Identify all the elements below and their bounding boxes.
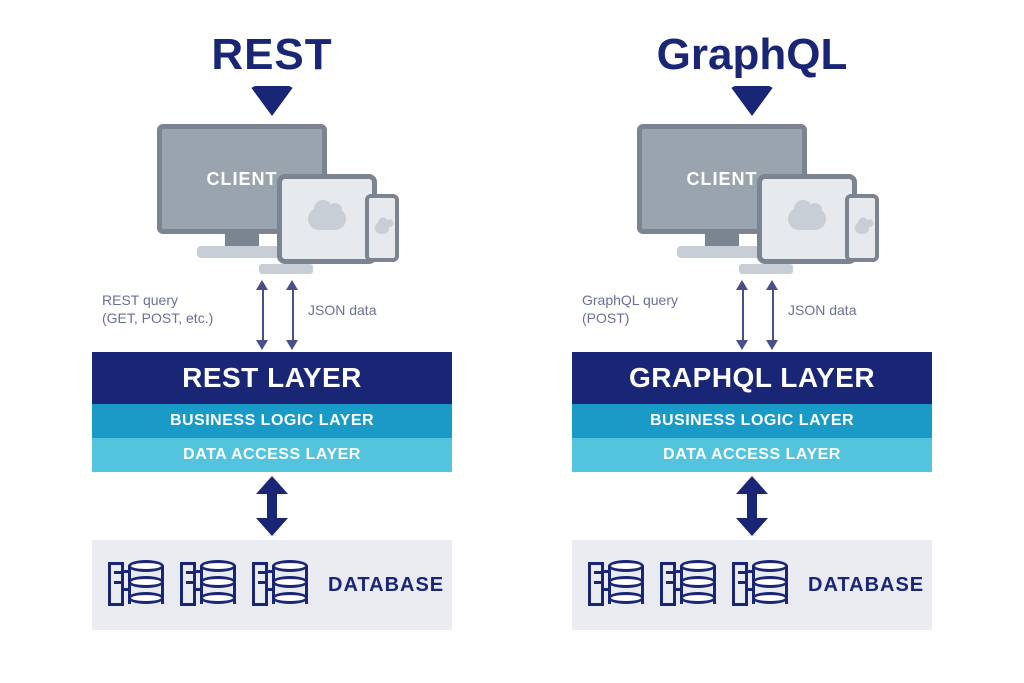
tablet-icon — [277, 174, 377, 264]
server-db-icon — [732, 558, 790, 612]
database-icons — [588, 558, 790, 612]
arrow-up-icon — [292, 288, 294, 342]
server-db-icon — [588, 558, 646, 612]
client-devices-icon: CLIENT — [147, 124, 397, 274]
database-label: DATABASE — [808, 574, 924, 597]
layer-data: DATA ACCESS LAYER — [572, 438, 932, 472]
query-label-left: GraphQL query (POST) — [582, 292, 732, 327]
cloud-icon — [308, 208, 346, 230]
layer-api: GRAPHQL LAYER — [572, 352, 932, 404]
client-label: CLIENT — [687, 169, 758, 190]
arrow-up-icon — [772, 288, 774, 342]
double-arrow-icon — [260, 478, 284, 534]
query-arrows: GraphQL query (POST) JSON data — [582, 280, 922, 350]
column-rest: REST CLIENT REST query (GET, POST, etc.)… — [92, 30, 452, 663]
database-label: DATABASE — [328, 574, 444, 597]
keyboard-icon — [259, 264, 313, 274]
column-graphql: GraphQL CLIENT GraphQL query (POST) JSON… — [572, 30, 932, 663]
database-box: DATABASE — [572, 540, 932, 630]
layer-stack: REST LAYER BUSINESS LOGIC LAYER DATA ACC… — [92, 352, 452, 472]
title-rest: REST — [211, 30, 332, 80]
double-arrow-icon — [740, 478, 764, 534]
triangle-down-icon — [250, 86, 294, 116]
server-db-icon — [108, 558, 166, 612]
query-label-left: REST query (GET, POST, etc.) — [102, 292, 252, 327]
client-label: CLIENT — [207, 169, 278, 190]
query-label-right: JSON data — [788, 302, 856, 320]
layer-business: BUSINESS LOGIC LAYER — [572, 404, 932, 438]
cloud-icon — [788, 208, 826, 230]
query-arrows: REST query (GET, POST, etc.) JSON data — [102, 280, 442, 350]
phone-icon — [365, 194, 399, 262]
tablet-icon — [757, 174, 857, 264]
cloud-icon — [855, 222, 869, 234]
title-graphql: GraphQL — [657, 30, 848, 80]
triangle-down-icon — [730, 86, 774, 116]
client-devices-icon: CLIENT — [627, 124, 877, 274]
layer-stack: GRAPHQL LAYER BUSINESS LOGIC LAYER DATA … — [572, 352, 932, 472]
cloud-icon — [375, 222, 389, 234]
phone-icon — [845, 194, 879, 262]
query-label-right: JSON data — [308, 302, 376, 320]
keyboard-icon — [739, 264, 793, 274]
layer-business: BUSINESS LOGIC LAYER — [92, 404, 452, 438]
server-db-icon — [252, 558, 310, 612]
database-icons — [108, 558, 310, 612]
database-box: DATABASE — [92, 540, 452, 630]
arrow-down-icon — [262, 288, 264, 342]
layer-data: DATA ACCESS LAYER — [92, 438, 452, 472]
layer-api: REST LAYER — [92, 352, 452, 404]
server-db-icon — [660, 558, 718, 612]
server-db-icon — [180, 558, 238, 612]
arrow-down-icon — [742, 288, 744, 342]
